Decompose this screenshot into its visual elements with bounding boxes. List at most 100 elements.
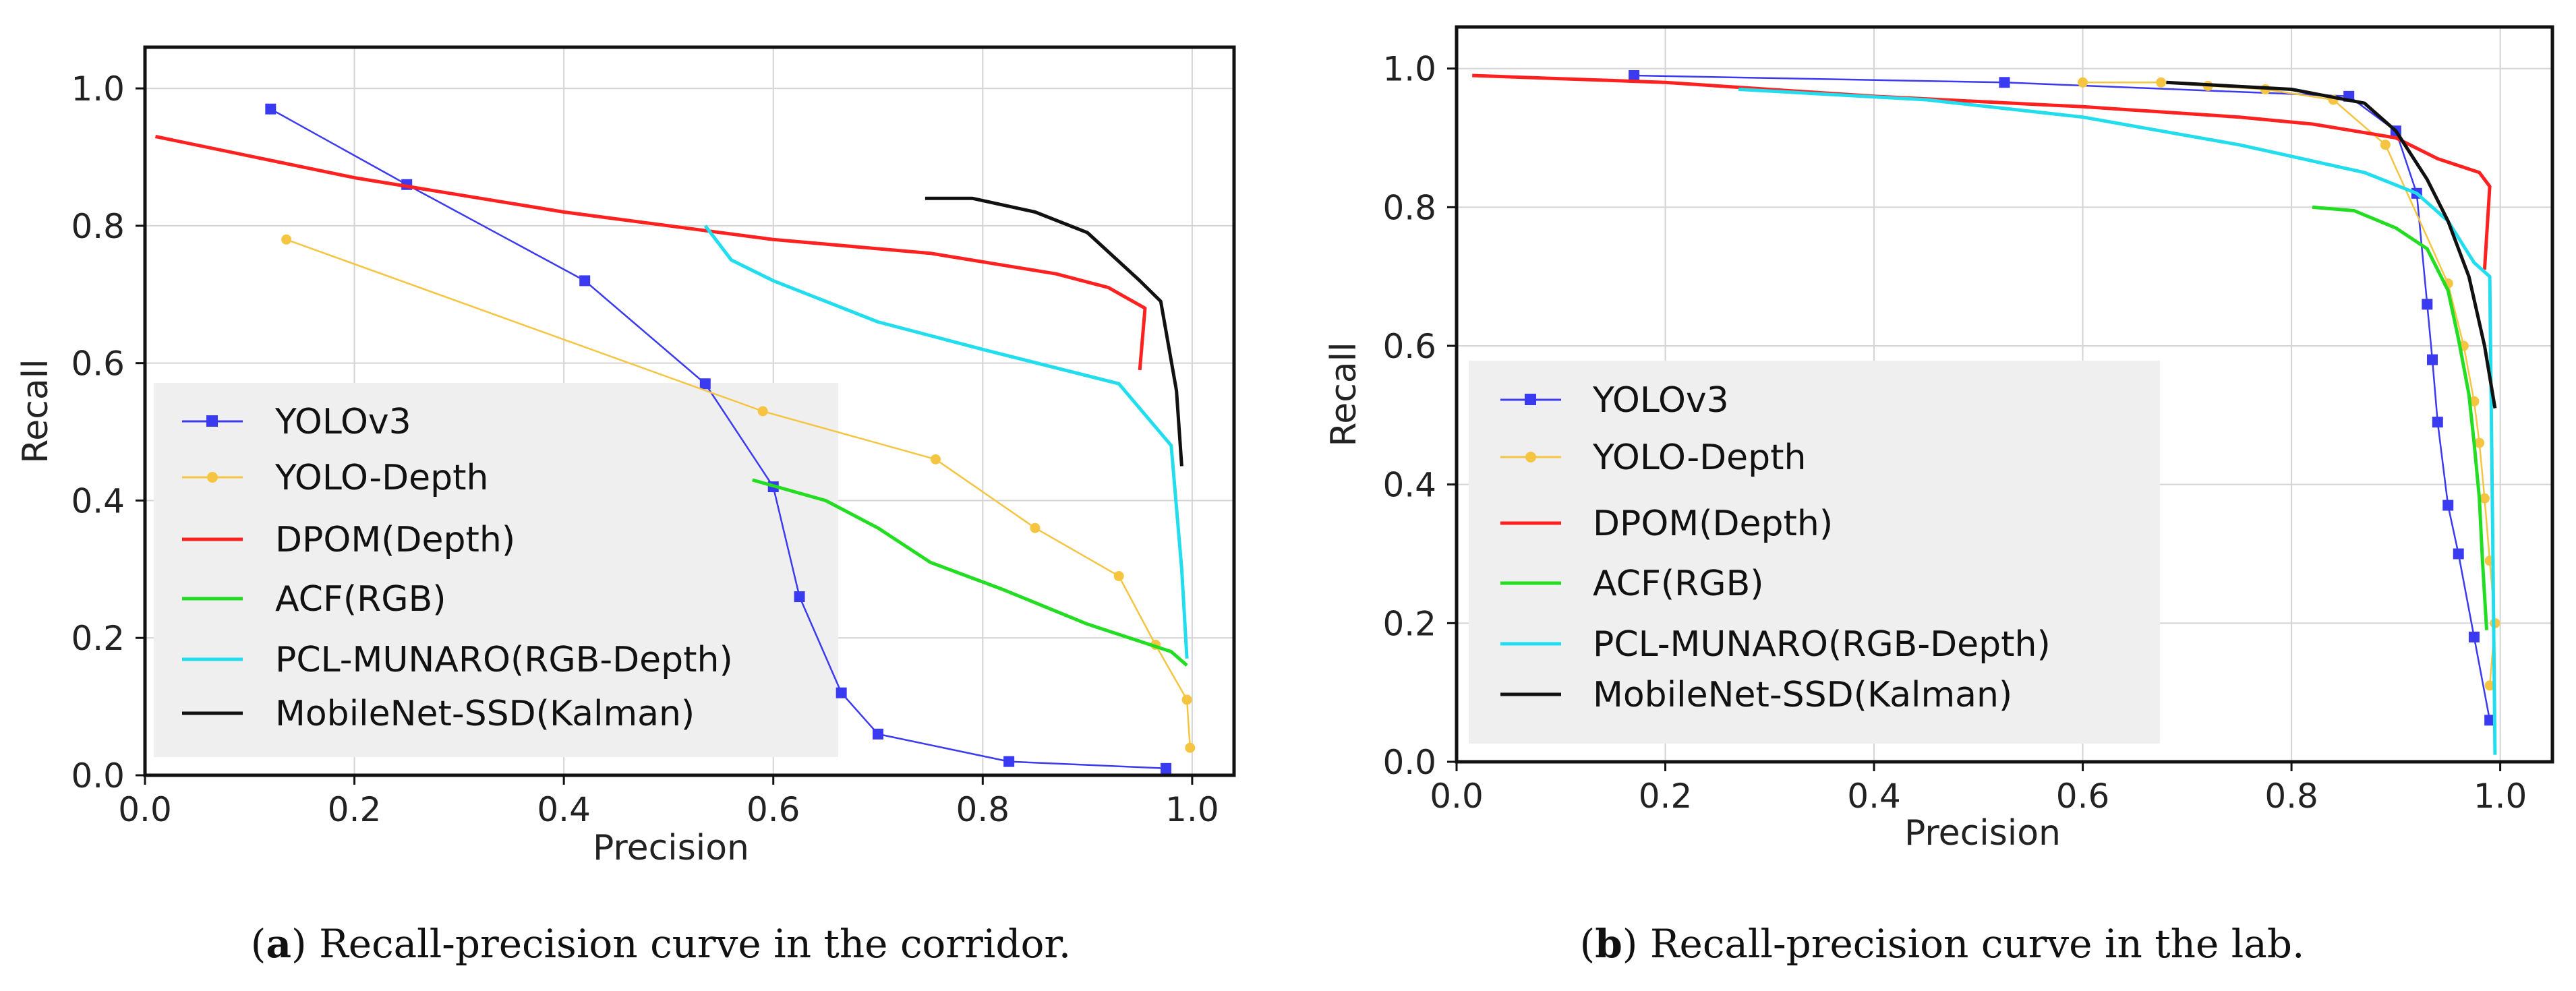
x-tick-label: 1.0 bbox=[1165, 790, 1219, 829]
series-line-yolov3 bbox=[270, 108, 1167, 770]
y-tick-label: 0.0 bbox=[71, 756, 125, 795]
legend-label-dpom: DPOM(Depth) bbox=[275, 520, 515, 560]
series-group-b bbox=[1472, 69, 2500, 755]
legend-entry-acf: ACF(RGB) bbox=[182, 579, 446, 620]
series-line-mobilenet-ssd-kalman bbox=[925, 196, 1183, 467]
legend-label-mobilenet-ssd-b: MobileNet-SSD(Kalman) bbox=[1593, 675, 2012, 715]
y-tick-label: 0.0 bbox=[1382, 743, 1436, 782]
x-axis-label-a: Precision bbox=[593, 828, 749, 868]
caption-a-text: ) Recall-precision curve in the corridor… bbox=[291, 921, 1071, 967]
x-tick-label: 1.0 bbox=[2473, 777, 2527, 816]
data-point-yolov3 bbox=[579, 275, 591, 287]
legend-label-acf-b: ACF(RGB) bbox=[1593, 564, 1764, 604]
x-tick-label: 0.2 bbox=[1639, 777, 1693, 816]
legend-label-dpom-b: DPOM(Depth) bbox=[1593, 504, 1833, 544]
data-point-yolov3 bbox=[2422, 299, 2433, 310]
legend-a: YOLOv3 YOLO-Depth DPOM(Depth) ACF(RGB) P… bbox=[182, 402, 733, 734]
caption-a: (a) Recall-precision curve in the corrid… bbox=[251, 921, 1071, 967]
data-point-yolov3 bbox=[794, 591, 805, 603]
legend-entry-yolov3: YOLOv3 bbox=[182, 402, 411, 442]
ticks-a: 0.0 0.2 0.4 0.6 0.8 1.0 0.0 0.2 0.4 0.6 0.8 1.0 bbox=[71, 69, 1219, 829]
x-tick-label: 0.6 bbox=[2056, 777, 2110, 816]
y-tick-label: 0.4 bbox=[71, 481, 125, 520]
x-axis-label-b: Precision bbox=[1904, 813, 2061, 853]
series-line-acf-rgb bbox=[2312, 205, 2488, 630]
x-tick-label: 0.2 bbox=[328, 790, 382, 829]
data-point-yolo-depth bbox=[281, 234, 292, 245]
legend-entry-dpom-b: DPOM(Depth) bbox=[1500, 504, 1833, 544]
caption-b-text: ) Recall-precision curve in the lab. bbox=[1622, 921, 2305, 967]
y-tick-label: 0.4 bbox=[1382, 466, 1436, 505]
data-point-yolo-depth bbox=[1113, 571, 1124, 582]
y-tick-label: 0.8 bbox=[1382, 188, 1436, 227]
caption-a-label: a bbox=[266, 921, 291, 967]
data-point-yolo-depth bbox=[1185, 742, 1196, 753]
x-tick-label: 0.4 bbox=[1847, 777, 1901, 816]
legend-label-acf: ACF(RGB) bbox=[275, 579, 446, 620]
legend-entry-yolo-depth-b: YOLO-Depth bbox=[1500, 438, 1807, 478]
x-tick-label: 0.6 bbox=[747, 790, 800, 829]
data-point-yolov3 bbox=[1629, 69, 1640, 81]
series-line-dpom-depth bbox=[154, 135, 1147, 371]
y-tick-label: 0.8 bbox=[71, 207, 125, 246]
series-line-pcl-munaro-rgb-depth bbox=[1738, 88, 2497, 755]
y-tick-label: 0.6 bbox=[71, 344, 125, 384]
ticks-b: 0.0 0.2 0.4 0.6 0.8 1.0 0.0 0.2 0.4 0.6 0.8 1.0 bbox=[1382, 50, 2527, 816]
data-point-yolo-depth bbox=[2380, 140, 2391, 150]
legend-label-yolo-depth-b: YOLO-Depth bbox=[1592, 438, 1807, 478]
legend-entry-pcl-munaro: PCL-MUNARO(RGB-Depth) bbox=[182, 640, 733, 680]
legend-label-yolo-depth: YOLO-Depth bbox=[274, 458, 489, 498]
data-point-yolo-depth bbox=[2474, 438, 2485, 448]
data-point-yolov3 bbox=[1999, 77, 2010, 88]
data-point-yolo-depth bbox=[1030, 522, 1041, 533]
series-group-a bbox=[154, 103, 1196, 774]
series-line-pcl-munaro-rgb-depth bbox=[703, 224, 1189, 659]
data-point-yolo-depth bbox=[757, 406, 768, 417]
data-point-yolov3 bbox=[1003, 756, 1015, 767]
series-line-yolo-depth bbox=[286, 239, 1192, 748]
data-point-yolov3 bbox=[2432, 417, 2443, 428]
y-tick-label: 0.2 bbox=[1382, 604, 1436, 643]
legend-entry-acf-b: ACF(RGB) bbox=[1500, 564, 1764, 604]
data-point-yolov3 bbox=[699, 378, 711, 390]
legend-label-pcl-munaro-b: PCL-MUNARO(RGB-Depth) bbox=[1593, 624, 2051, 665]
chart-panel-a: 0.0 0.2 0.4 0.6 0.8 1.0 0.0 0.2 0.4 0.6 0.8 1.0 YOL… bbox=[16, 45, 1236, 868]
legend-b: YOLOv3 YOLO-Depth DPOM(Depth) ACF(RGB) P… bbox=[1500, 380, 2051, 715]
chart-panel-b: 0.0 0.2 0.4 0.6 0.8 1.0 0.0 0.2 0.4 0.6 0.8 1.0 YOL… bbox=[1324, 25, 2554, 853]
legend-entry-dpom: DPOM(Depth) bbox=[182, 520, 515, 560]
data-point-yolo-depth bbox=[1181, 694, 1192, 705]
plot-border-a bbox=[143, 45, 1236, 777]
data-point-yolov3 bbox=[2427, 354, 2438, 365]
legend-box-b bbox=[1469, 361, 2160, 744]
legend-label-pcl-munaro: PCL-MUNARO(RGB-Depth) bbox=[275, 640, 733, 680]
data-point-yolov3 bbox=[873, 728, 884, 740]
series-line-acf-rgb bbox=[752, 478, 1188, 667]
legend-entry-mobilenet-ssd: MobileNet-SSD(Kalman) bbox=[182, 694, 695, 734]
data-point-yolo-depth bbox=[2484, 680, 2495, 691]
data-point-yolo-depth bbox=[2479, 493, 2490, 504]
y-tick-label: 1.0 bbox=[1382, 50, 1436, 89]
data-point-yolov3 bbox=[1161, 762, 1172, 774]
y-axis-label-a: Recall bbox=[16, 359, 56, 463]
legend-label-yolov3-b: YOLOv3 bbox=[1592, 380, 1729, 421]
y-axis-label-b: Recall bbox=[1324, 342, 1364, 446]
data-point-yolov3 bbox=[2453, 548, 2464, 560]
legend-label-yolov3: YOLOv3 bbox=[274, 402, 411, 442]
data-point-yolov3 bbox=[265, 103, 276, 115]
x-tick-label: 0.4 bbox=[537, 790, 591, 829]
caption-b: (b) Recall-precision curve in the lab. bbox=[1580, 921, 2305, 967]
legend-label-mobilenet-ssd: MobileNet-SSD(Kalman) bbox=[275, 694, 695, 734]
data-point-yolo-depth bbox=[930, 454, 941, 464]
legend-entry-yolov3-b: YOLOv3 bbox=[1500, 380, 1729, 421]
series-line-mobilenet-ssd-kalman bbox=[2166, 80, 2497, 409]
data-point-yolo-depth bbox=[2078, 77, 2088, 88]
data-point-yolo-depth bbox=[2156, 77, 2167, 88]
y-tick-label: 0.6 bbox=[1382, 327, 1436, 366]
y-tick-label: 1.0 bbox=[71, 69, 125, 109]
data-point-yolov3 bbox=[2442, 500, 2454, 511]
legend-entry-pcl-munaro-b: PCL-MUNARO(RGB-Depth) bbox=[1500, 624, 2051, 665]
x-tick-label: 0.8 bbox=[956, 790, 1010, 829]
data-point-yolov3 bbox=[2468, 631, 2480, 642]
x-tick-label: 0.0 bbox=[118, 790, 172, 829]
